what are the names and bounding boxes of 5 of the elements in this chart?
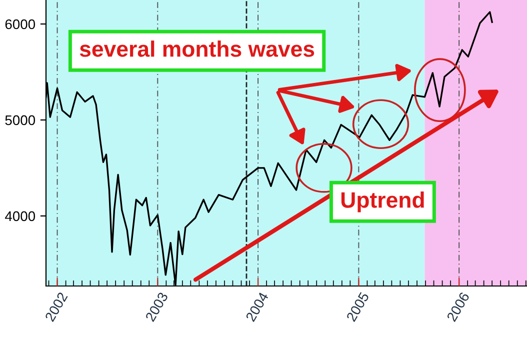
- y-tick-label: 5000: [5, 115, 36, 126]
- y-tick-label: 4000: [5, 211, 36, 222]
- annotation: Uptrend: [341, 192, 424, 212]
- y-tick-label: 6000: [5, 19, 36, 30]
- annotation: several months waves: [80, 40, 314, 57]
